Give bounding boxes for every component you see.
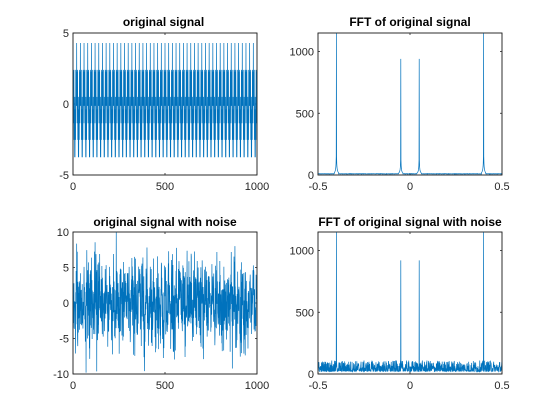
subplot-1: original signal 0 500 1000-505: [59, 15, 269, 193]
x-tick-label: -0.5: [309, 380, 328, 392]
subplot-4: FFT of original signal with noise -0.5 0 0…: [290, 215, 510, 392]
x-tick-label: 0: [407, 380, 413, 392]
series-line: [73, 42, 257, 158]
x-tick-label: 0: [70, 181, 76, 193]
y-tick-label: 5: [63, 28, 69, 40]
subplot-1-title: original signal: [123, 15, 204, 29]
y-tick-label: 500: [296, 307, 314, 319]
y-tick-label: 5: [63, 263, 69, 275]
x-tick-label: 0: [407, 181, 413, 193]
subplot-3-plot: 0 500 1000 -10 -5 0 5 10: [53, 227, 269, 392]
x-tick-label: 1000: [245, 380, 269, 392]
subplot-2-title: FFT of original signal: [349, 15, 470, 29]
subplot-4-title: FFT of original signal with noise: [318, 215, 502, 229]
y-tick-label: -5: [59, 170, 69, 182]
y-tick-label: -5: [59, 334, 69, 346]
y-tick-label: 1000: [290, 246, 314, 258]
y-tick-label: -10: [53, 369, 69, 381]
y-tick-label: 1000: [290, 47, 314, 59]
series-line: [318, 232, 502, 373]
series-line: [73, 232, 257, 373]
x-tick-label: -0.5: [309, 181, 328, 193]
x-tick-label: 500: [156, 181, 174, 193]
x-tick-label: 1000: [245, 181, 269, 193]
x-tick-label: 0: [70, 380, 76, 392]
axes-frame: [317, 32, 503, 176]
y-tick-label: 0: [63, 298, 69, 310]
axes-frame: [72, 231, 258, 375]
subplot-3: original signal with noise 0 500 1000 -10 -5…: [53, 215, 269, 392]
subplot-4-axes: [317, 231, 503, 375]
y-tick-label: 0: [308, 170, 314, 182]
y-tick-label: 0: [63, 99, 69, 111]
series-line: [318, 33, 502, 175]
axes-frame: [317, 231, 503, 375]
x-tick-label: 500: [156, 380, 174, 392]
axes-frame: [72, 32, 258, 176]
y-tick-label: 10: [57, 227, 69, 239]
subplot-3-title: original signal with noise: [93, 215, 237, 229]
x-tick-label: 0.5: [494, 380, 509, 392]
y-tick-label: 0: [308, 369, 314, 381]
x-tick-label: 0.5: [494, 181, 509, 193]
subplot-1-plot: 0 500 1000-505: [59, 28, 269, 193]
subplot-2-axes: [317, 32, 503, 176]
y-tick-label: 500: [296, 108, 314, 120]
